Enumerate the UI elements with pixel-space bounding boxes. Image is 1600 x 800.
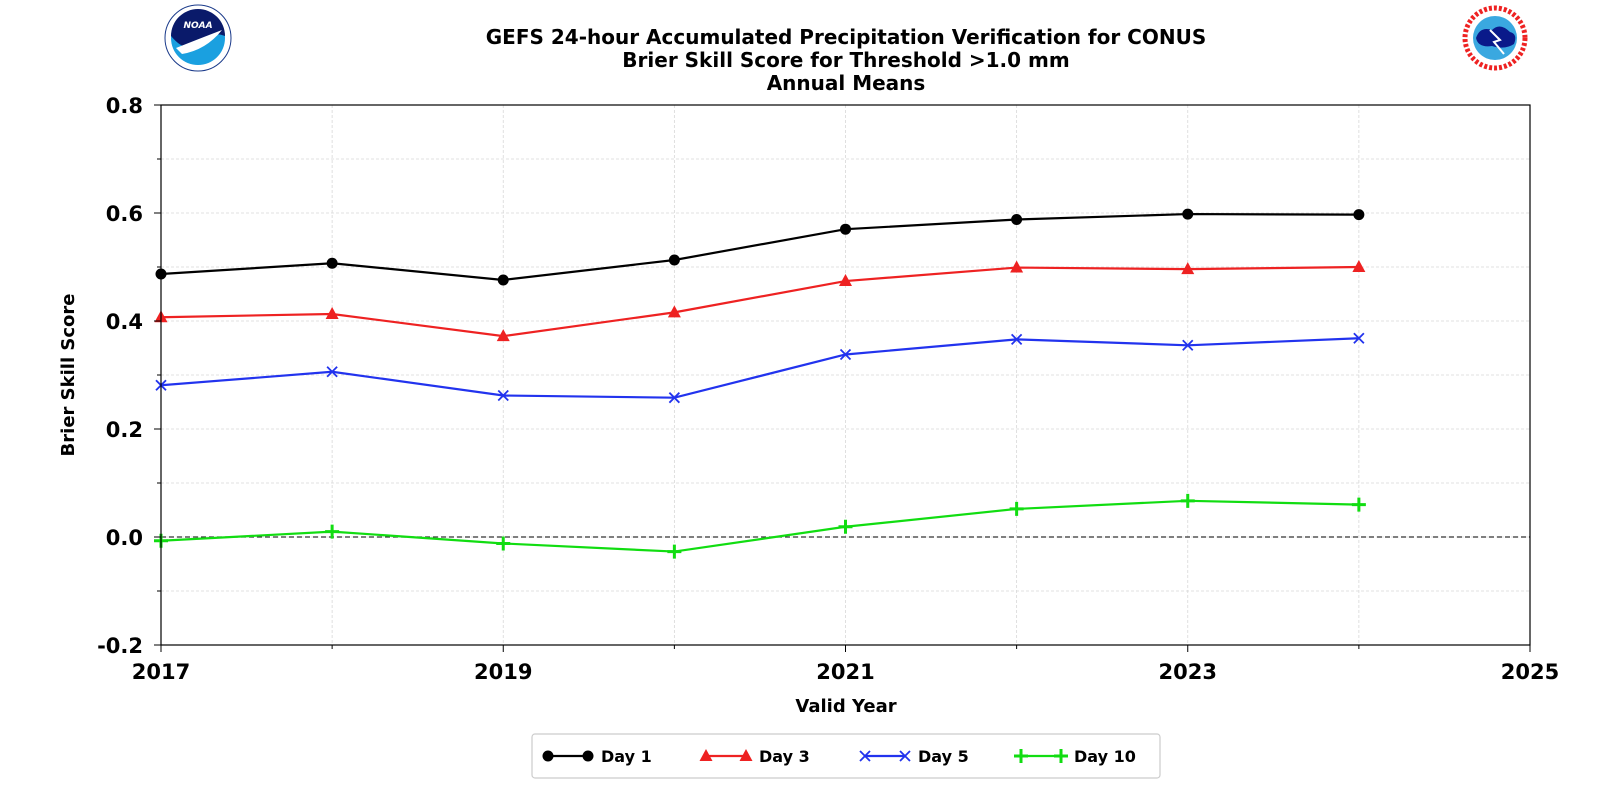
data-point	[839, 348, 852, 361]
y-tick-label: 0.8	[106, 94, 143, 118]
data-point	[1182, 339, 1194, 351]
data-point	[1010, 333, 1023, 345]
data-point	[839, 274, 852, 287]
y-tick-label: 0.4	[106, 310, 143, 334]
legend-entry-day-1: Day 1	[542, 747, 652, 766]
series-line	[160, 212, 1359, 282]
y-tick-label: -0.2	[97, 634, 143, 658]
y-tick-label: 0.6	[106, 202, 143, 226]
y-tick-label: 0.0	[106, 526, 143, 550]
data-point	[1353, 332, 1365, 344]
data-point	[668, 392, 681, 404]
legend-marker	[582, 750, 594, 762]
x-tick-label: 2021	[816, 660, 874, 684]
legend-label: Day 3	[759, 747, 810, 766]
legend-label: Day 5	[918, 747, 969, 766]
series-day-1	[155, 208, 1365, 286]
data-point	[1353, 209, 1365, 221]
data-point	[497, 274, 509, 286]
data-point	[840, 223, 851, 235]
data-point	[1180, 493, 1195, 508]
series-line	[160, 337, 1359, 399]
data-point	[325, 524, 340, 539]
series-line	[160, 499, 1359, 553]
series-day-3	[154, 260, 1366, 342]
series-day-5	[155, 332, 1365, 404]
chart-title-line-3: Annual Means	[767, 71, 926, 95]
legend-marker	[1054, 749, 1068, 763]
data-point	[667, 305, 681, 318]
data-point	[1010, 260, 1024, 273]
x-tick-label: 2019	[474, 660, 532, 684]
grid	[160, 104, 1531, 646]
data-point	[326, 257, 338, 269]
legend-marker	[859, 750, 871, 762]
legend-marker	[899, 750, 911, 762]
chart-title-line-1: GEFS 24-hour Accumulated Precipitation V…	[486, 25, 1206, 49]
legend-entry-day-5: Day 5	[859, 747, 969, 766]
legend-marker	[739, 749, 753, 761]
legend-label: Day 1	[601, 747, 652, 766]
noaa-logo: NOAA	[164, 4, 232, 72]
data-point	[838, 519, 853, 534]
legend-entry-day-3: Day 3	[699, 747, 810, 766]
data-point	[1011, 213, 1023, 225]
data-point	[1182, 208, 1194, 220]
data-point	[496, 536, 511, 551]
legend-box	[531, 733, 1161, 779]
legend-label: Day 10	[1074, 747, 1136, 766]
legend-marker	[542, 750, 554, 762]
data-point	[325, 306, 339, 319]
legend-entry-day-10: Day 10	[1014, 747, 1136, 766]
data-point	[1352, 260, 1366, 272]
nws-logo	[1461, 4, 1529, 72]
data-point	[1181, 262, 1195, 275]
data-point	[497, 389, 509, 402]
data-point	[668, 254, 680, 266]
ticks: 2017 2019 2021 2023 2025 0.8 0.6 0.4 0.2 0.0 -0.2	[97, 94, 1559, 684]
y-axis-label: Brier Skill Score	[58, 294, 79, 457]
data-point	[667, 544, 682, 559]
series-day-10	[154, 493, 1366, 559]
noaa-logo-text: NOAA	[183, 21, 212, 31]
legend: Day 1 Day 3 Day 5 Day 10	[531, 733, 1161, 779]
legend-marker	[1014, 749, 1028, 763]
x-axis-label: Valid Year	[795, 696, 896, 717]
x-tick-label: 2025	[1501, 660, 1559, 684]
y-tick-label: 0.2	[106, 418, 143, 442]
series-line	[160, 265, 1359, 338]
data-point	[1009, 501, 1024, 516]
data-point	[496, 329, 510, 342]
data-point	[326, 366, 338, 378]
x-tick-label: 2017	[132, 660, 190, 684]
x-tick-label: 2023	[1159, 660, 1217, 684]
series-layer	[154, 208, 1366, 559]
data-point	[1351, 497, 1366, 512]
chart-title-line-2: Brier Skill Score for Threshold >1.0 mm	[622, 48, 1069, 72]
legend-marker	[699, 749, 713, 761]
